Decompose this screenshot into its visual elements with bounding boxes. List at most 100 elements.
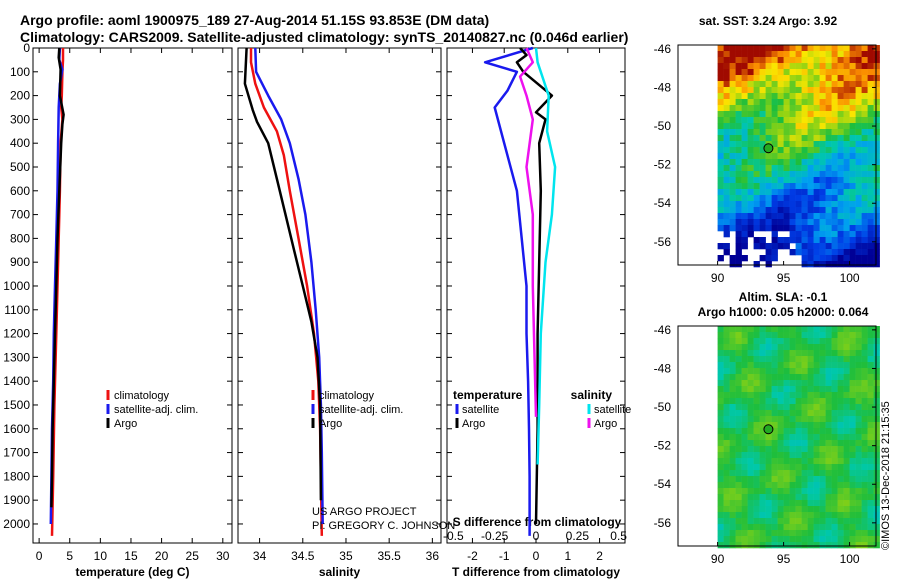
x-tick-label-secondary: -0.25 (481, 529, 509, 543)
series-line-satellite (254, 47, 324, 525)
x-axis-label: temperature (deg C) (75, 565, 189, 579)
legend-label: Argo (319, 418, 342, 430)
argo-float-marker (763, 143, 774, 154)
map-y-tick-label: -50 (654, 119, 672, 133)
y-tick-label: 300 (10, 112, 30, 126)
x-tick-label: 25 (186, 549, 200, 563)
x-tick-label: 0 (533, 549, 540, 563)
legend-label: salinity (571, 388, 613, 402)
sla-map-title: Altim. SLA: -0.1 (739, 290, 828, 304)
x-tick-label: 34.5 (291, 549, 315, 563)
legend-label: Argo (114, 418, 137, 430)
map-x-tick-label: 100 (840, 552, 860, 566)
legend-label: climatology (319, 390, 375, 402)
map-y-tick-label: -54 (654, 477, 672, 491)
map-y-tick-label: -56 (654, 235, 672, 249)
temperature-panel: 0100200300400500600700800900100011001200… (3, 41, 233, 579)
y-tick-label: 800 (10, 231, 30, 245)
sla-map-subtitle: Argo h1000: 0.05 h2000: 0.064 (698, 305, 869, 319)
x-tick-label: 1 (564, 549, 571, 563)
legend-label: satellite-adj. clim. (319, 404, 403, 416)
legend-label: satellite (462, 404, 499, 416)
y-tick-label: 500 (10, 160, 30, 174)
legend-label: satellite-adj. clim. (114, 404, 198, 416)
pi-credit: PI: GREGORY C. JOHNSON (312, 520, 455, 532)
series-line-sat_salinity (534, 47, 557, 465)
x-tick-label: 35 (339, 549, 353, 563)
legend-label: climatology (114, 390, 170, 402)
y-tick-label: 0 (23, 41, 30, 55)
x-tick-label-secondary: -0.5 (443, 529, 464, 543)
map-y-tick-label: -48 (654, 361, 672, 375)
salinity-panel: 34 34.5 35 35.5 36 salinity climatology satelli… (237, 47, 442, 579)
legend-label: temperature (453, 388, 523, 402)
y-tick-label: 1000 (3, 279, 30, 293)
x-tick-label-secondary: 0.5 (610, 529, 627, 543)
y-tick-label: 1700 (3, 446, 30, 460)
series-line-satellite (483, 46, 534, 536)
project-credit: US ARGO PROJECT (312, 506, 417, 518)
series-line-argo_salinity (518, 47, 538, 417)
x-tick-label: 20 (155, 549, 169, 563)
x-axis-label: T difference from climatology (452, 565, 620, 579)
x-tick-label: 34 (253, 549, 267, 563)
y-tick-label: 400 (10, 136, 30, 150)
map-frame (677, 325, 877, 547)
y-tick-label: 600 (10, 184, 30, 198)
map-x-tick-label: 95 (777, 271, 791, 285)
figure-title-line1: Argo profile: aoml 1900975_189 27-Aug-20… (20, 12, 489, 28)
y-tick-label: 2000 (3, 517, 30, 531)
x-tick-label: -2 (467, 549, 478, 563)
y-tick-label: 1300 (3, 350, 30, 364)
map-y-tick-label: -48 (654, 80, 672, 94)
x-tick-label: 35.5 (377, 549, 401, 563)
argo-float-marker (763, 424, 774, 435)
map-y-tick-label: -52 (654, 439, 672, 453)
x-tick-label: 15 (124, 549, 138, 563)
x-tick-label-secondary: 0 (533, 529, 540, 543)
x-axis-label: salinity (319, 565, 361, 579)
map-frame (677, 44, 877, 266)
series-line-argo (515, 47, 554, 525)
map-y-tick-label: -50 (654, 400, 672, 414)
map-y-tick-label: -54 (654, 196, 672, 210)
y-tick-label: 100 (10, 65, 30, 79)
legend-label: satellite (594, 404, 631, 416)
y-tick-label: 200 (10, 89, 30, 103)
legend-label: Argo (594, 418, 617, 430)
x-tick-label: 2 (596, 549, 603, 563)
y-tick-label: 1900 (3, 493, 30, 507)
figure-title-line2: Climatology: CARS2009. Satellite-adjuste… (20, 29, 628, 45)
sla-map-panel: -46 -48 -50 -52 -54 -56 90 95 100 Altim. SLA: -0.… (654, 290, 880, 566)
map-y-tick-label: -52 (654, 158, 672, 172)
map-y-tick-label: -46 (654, 42, 672, 56)
x-tick-label: 0 (36, 549, 43, 563)
series-line-argo (243, 47, 323, 501)
sla-field (717, 326, 880, 549)
y-tick-label: 1500 (3, 398, 30, 412)
series-line-argo (50, 47, 65, 508)
y-tick-label: 700 (10, 208, 30, 222)
sst-map-panel: -46 -48 -50 -52 -54 -56 90 95 100 sat. SST: 3.24 … (654, 14, 880, 285)
x-tick-label: 36 (426, 549, 440, 563)
y-tick-label: 1600 (3, 422, 30, 436)
map-x-tick-label: 90 (711, 271, 725, 285)
legend-label: Argo (462, 418, 485, 430)
series-line-climatology (249, 48, 324, 536)
x-tick-label: 5 (66, 549, 73, 563)
y-tick-label: 1400 (3, 374, 30, 388)
x-tick-label-secondary: 0.25 (566, 529, 590, 543)
map-x-tick-label: 90 (711, 552, 725, 566)
imos-stamp: ©IMOS 13-Dec-2018 21:15:35 (880, 401, 892, 550)
map-x-tick-label: 95 (777, 552, 791, 566)
plot-frame (237, 47, 442, 544)
y-tick-label: 1100 (4, 303, 30, 317)
y-tick-label: 900 (10, 255, 30, 269)
sst-field (717, 45, 880, 268)
x-tick-label: 30 (216, 549, 230, 563)
y-tick-label: 1200 (3, 327, 30, 341)
x-tick-label: -1 (499, 549, 510, 563)
